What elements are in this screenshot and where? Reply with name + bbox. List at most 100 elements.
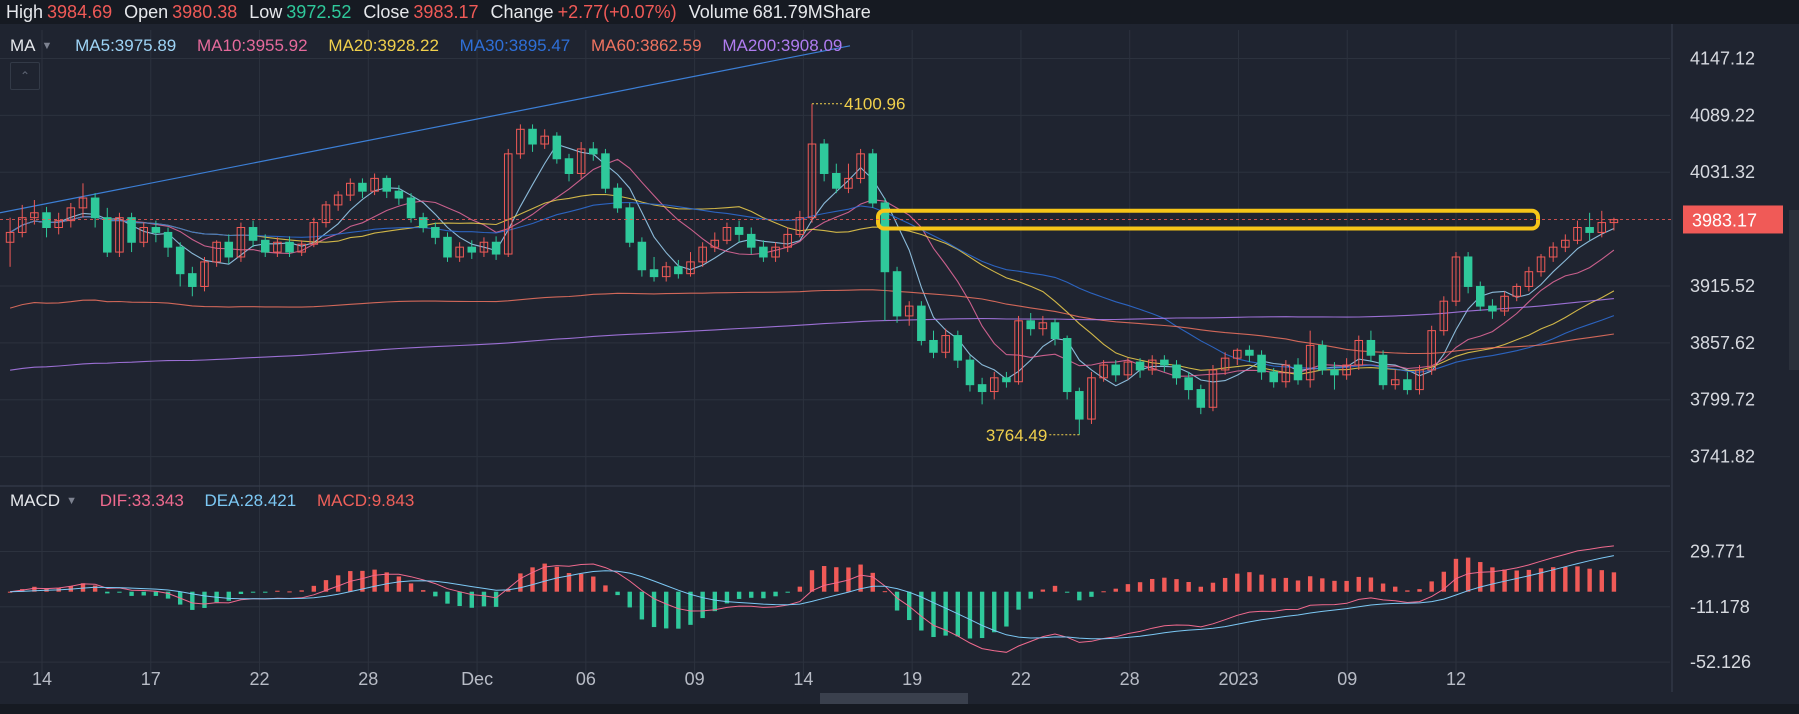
macd-histogram-bar <box>469 591 474 608</box>
candle-body <box>1208 369 1218 408</box>
macd-histogram-bar <box>518 573 523 592</box>
candle-body <box>418 217 428 229</box>
candle-body <box>917 305 926 341</box>
candle-body <box>795 217 805 235</box>
macd-histogram-bar <box>105 591 110 594</box>
candle-body <box>30 212 39 219</box>
macd-histogram-bar <box>165 591 171 599</box>
candle-body <box>370 177 379 192</box>
y-tick-label: 4089.22 <box>1690 105 1755 125</box>
macd-histogram-bar <box>870 572 875 592</box>
candle-body <box>856 153 865 179</box>
macd-histogram-bar <box>651 591 657 628</box>
candle-body <box>1147 359 1157 371</box>
macd-histogram-bar <box>712 591 717 612</box>
macd-histogram-bar <box>700 591 705 619</box>
candle-body <box>819 143 829 174</box>
macd-histogram-bar <box>615 591 620 596</box>
ma-legend: MA ▼ MA5:3975.89 MA10:3955.92 MA20:3928.2… <box>10 36 858 56</box>
candle-body <box>576 148 586 174</box>
candle-body <box>953 335 963 361</box>
collapse-chevron-up-icon[interactable]: ⌃ <box>10 62 40 90</box>
high-value: 3984.69 <box>47 2 113 22</box>
macd-histogram-bar <box>420 590 426 592</box>
macd-histogram-bar <box>1490 567 1495 592</box>
macd-histogram-bar <box>1052 585 1058 592</box>
macd-histogram-bar <box>627 591 632 608</box>
trend-line <box>0 45 851 214</box>
ma60-value: MA60:3862.59 <box>590 36 702 55</box>
last-price-text: 3983.17 <box>1692 210 1757 230</box>
candle-body <box>1062 338 1072 393</box>
macd-histogram-bar <box>992 591 997 633</box>
candle-body <box>212 241 221 263</box>
macd-histogram-bar <box>287 591 292 593</box>
candle-body <box>273 241 282 253</box>
x-tick-label: 22 <box>1011 669 1031 689</box>
macd-histogram-bar <box>1538 568 1544 592</box>
candle-body <box>188 273 197 287</box>
macd-indicator-name[interactable]: MACD <box>10 491 61 510</box>
y-tick-label: 3799.72 <box>1690 390 1755 410</box>
close-value: 3983.17 <box>413 2 479 22</box>
candle-body <box>892 271 902 317</box>
ma20-value: MA20:3928.22 <box>328 36 439 55</box>
side-panel-handle[interactable] <box>1789 210 1799 370</box>
macd-value: MACD:9.843 <box>316 491 415 510</box>
candle-body <box>649 269 659 278</box>
candle-body <box>625 207 635 243</box>
macd-histogram-bar <box>1368 577 1374 592</box>
candle-body <box>989 377 999 393</box>
x-tick-label: 28 <box>1120 669 1140 689</box>
candle-body <box>5 231 15 243</box>
candle-body <box>224 241 234 258</box>
candle-body <box>1573 227 1582 241</box>
ma-indicator-name[interactable]: MA <box>10 36 36 55</box>
scroll-thumb[interactable] <box>820 693 968 704</box>
chevron-down-icon[interactable]: ▼ <box>41 40 53 52</box>
macd-histogram-bar <box>1016 591 1021 610</box>
candle-body <box>686 261 695 275</box>
macd-histogram-bar <box>785 591 790 593</box>
candle-body <box>1281 364 1291 383</box>
macd-histogram-bar <box>1465 557 1471 592</box>
macd-histogram-bar <box>1393 586 1398 592</box>
macd-histogram-bar <box>858 564 863 592</box>
ma200-value: MA200:3908.09 <box>722 36 843 55</box>
low-label: Low <box>249 2 283 22</box>
candle-body <box>1002 377 1011 383</box>
candle-body <box>1390 379 1400 386</box>
candle-body <box>1439 300 1449 332</box>
candle-body <box>613 187 622 209</box>
macd-histogram-bar <box>481 591 487 607</box>
x-tick-label: 09 <box>685 669 705 689</box>
candle-body <box>1050 322 1060 340</box>
macd-histogram-bar <box>931 591 936 638</box>
candle-body <box>1160 359 1169 366</box>
candle-body <box>248 227 258 241</box>
candle-body <box>1378 354 1388 386</box>
ma5-value: MA5:3975.89 <box>75 36 177 55</box>
macd-histogram-bar <box>1575 566 1580 592</box>
macd-histogram-bar <box>1101 591 1106 593</box>
candle-body <box>115 217 124 253</box>
candle-body <box>1196 389 1206 408</box>
ma10-value: MA10:3955.92 <box>197 36 308 55</box>
horizontal-scrollbar[interactable] <box>0 704 1799 714</box>
chevron-down-icon[interactable]: ▼ <box>66 495 77 507</box>
macd-histogram-bar <box>445 591 450 604</box>
candle-body <box>1269 371 1278 383</box>
candle-body <box>1354 339 1364 366</box>
macd-histogram-bar <box>1247 572 1252 592</box>
candle-body <box>1415 369 1424 391</box>
macd-histogram-bar <box>1405 590 1410 592</box>
candle-body <box>1585 227 1594 233</box>
x-tick-label: 17 <box>141 669 161 689</box>
candle-body <box>904 305 914 317</box>
macd-histogram-bar <box>1186 582 1191 592</box>
candle-body <box>503 153 513 255</box>
macd-histogram-bar <box>1307 576 1313 592</box>
macd-histogram-bar <box>311 585 317 592</box>
low-value: 3972.52 <box>286 2 352 22</box>
